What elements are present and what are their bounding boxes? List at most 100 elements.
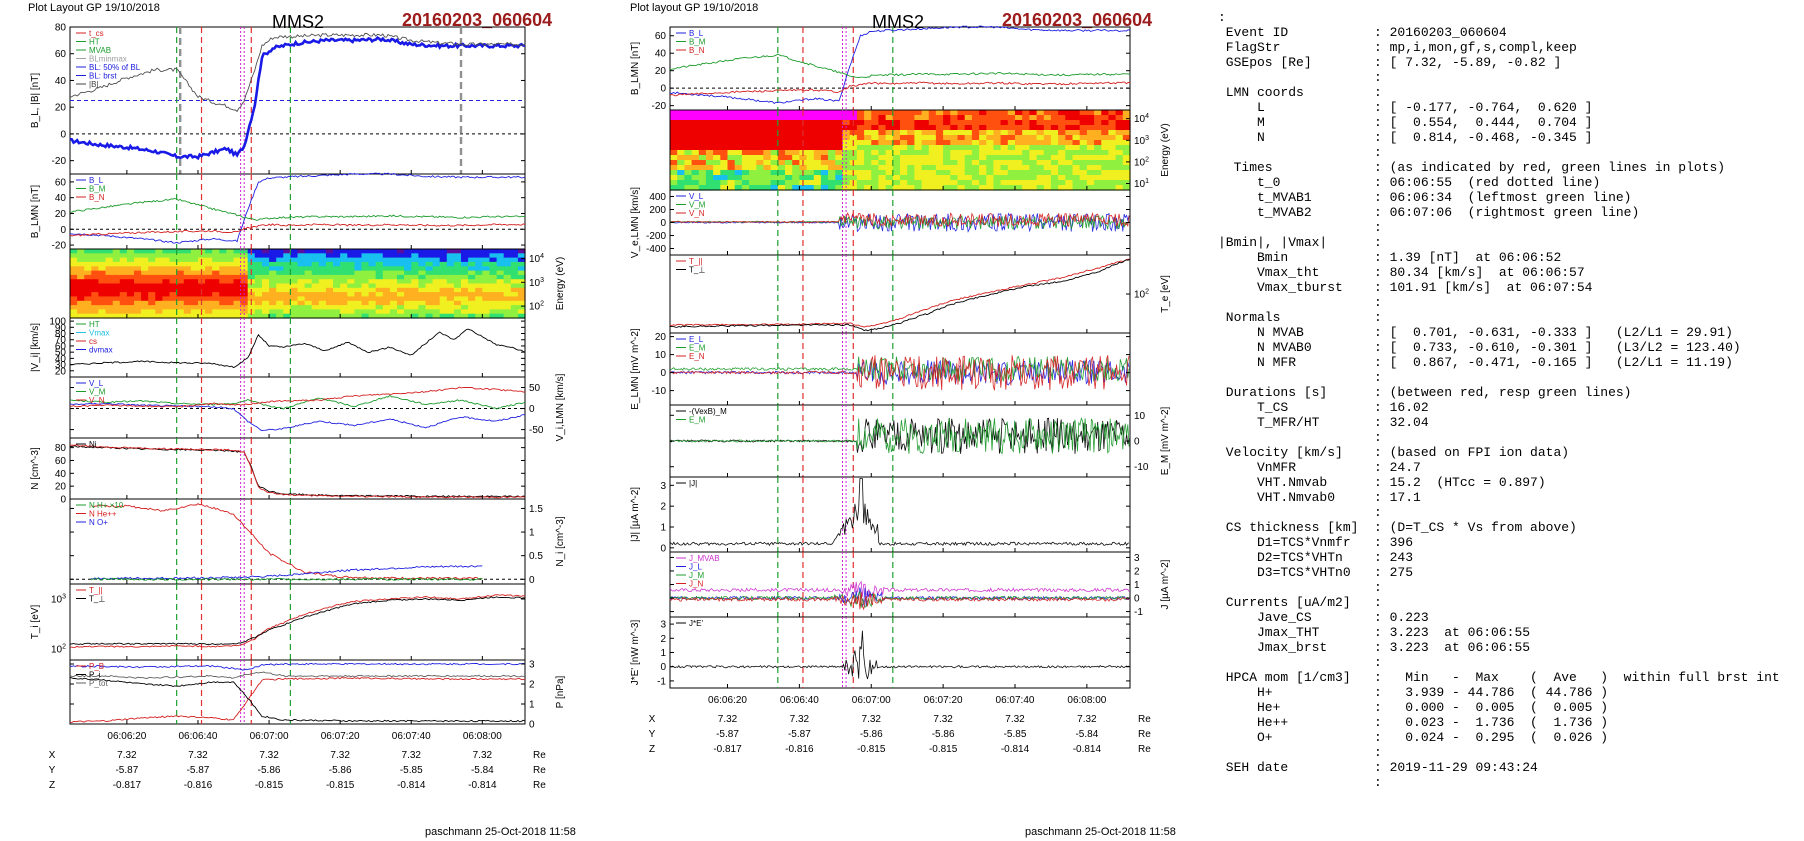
heatmap-cell bbox=[727, 175, 736, 181]
heatmap-cell bbox=[340, 305, 348, 310]
heatmap-cell bbox=[971, 125, 980, 131]
y-tick-label: 1.5 bbox=[529, 504, 543, 515]
heatmap-cell bbox=[290, 279, 299, 285]
heatmap-cell bbox=[935, 150, 944, 156]
heatmap-cell bbox=[928, 160, 937, 166]
text-line: : bbox=[1218, 295, 1382, 310]
heatmap-cell bbox=[727, 130, 736, 136]
heatmap-cell bbox=[375, 257, 384, 263]
heatmap-cell bbox=[77, 279, 85, 285]
heatmap-cell bbox=[1108, 120, 1117, 126]
heatmap-cell bbox=[325, 305, 334, 310]
heatmap-cell bbox=[141, 261, 149, 267]
heatmap-cell bbox=[169, 305, 178, 310]
heatmap-cell bbox=[820, 115, 829, 121]
position-cell: -0.814 bbox=[1073, 744, 1102, 755]
heatmap-cell bbox=[1108, 155, 1117, 161]
heatmap-cell bbox=[141, 296, 149, 302]
y-tick-label: 60 bbox=[55, 177, 67, 188]
heatmap-cell bbox=[1101, 140, 1110, 146]
heatmap-cell bbox=[785, 135, 793, 141]
heatmap-cell bbox=[333, 305, 341, 310]
heatmap-cell bbox=[70, 309, 78, 315]
heatmap-cell bbox=[993, 180, 1002, 186]
heatmap-cell bbox=[749, 185, 757, 191]
heatmap-cell bbox=[928, 170, 937, 176]
heatmap-cell bbox=[453, 261, 462, 267]
heatmap-cell bbox=[205, 296, 213, 302]
heatmap-cell bbox=[727, 140, 736, 146]
heatmap-cell bbox=[333, 261, 341, 267]
heatmap-cell bbox=[318, 261, 327, 267]
heatmap-cell bbox=[993, 175, 1002, 181]
heatmap-cell bbox=[318, 274, 327, 280]
heatmap-cell bbox=[820, 110, 829, 116]
heatmap-cell bbox=[1000, 125, 1009, 131]
heatmap-cell bbox=[304, 261, 313, 267]
heatmap-cell bbox=[1115, 185, 1124, 191]
heatmap-cell bbox=[691, 125, 700, 131]
heatmap-cell bbox=[297, 305, 306, 310]
heatmap-cell bbox=[979, 130, 987, 136]
heatmap-cell bbox=[233, 279, 242, 285]
heatmap-cell bbox=[734, 130, 743, 136]
heatmap-cell bbox=[439, 292, 448, 297]
series-line bbox=[70, 328, 526, 369]
y-tick-label: -400 bbox=[646, 244, 666, 255]
heatmap-cell bbox=[1022, 160, 1030, 166]
heatmap-cell bbox=[119, 274, 128, 280]
legend-entry: B_L bbox=[689, 29, 704, 38]
heatmap-cell bbox=[914, 180, 923, 186]
heatmap-cell bbox=[503, 287, 512, 293]
heatmap-cell bbox=[290, 300, 299, 306]
heatmap-cell bbox=[691, 170, 700, 176]
heatmap-cell bbox=[777, 115, 786, 121]
tick-exponent: 2 bbox=[1145, 156, 1149, 163]
heatmap-cell bbox=[404, 305, 412, 310]
heatmap-cell bbox=[247, 305, 256, 310]
heatmap-cell bbox=[517, 292, 526, 297]
heatmap-cell bbox=[1094, 165, 1102, 171]
heatmap-cell bbox=[91, 266, 99, 272]
heatmap-cell bbox=[375, 249, 384, 254]
heatmap-cell bbox=[971, 135, 980, 141]
heatmap-cell bbox=[148, 274, 156, 280]
heatmap-cell bbox=[828, 160, 836, 166]
heatmap-cell bbox=[517, 270, 526, 276]
heatmap-cell bbox=[727, 150, 736, 156]
heatmap-cell bbox=[1007, 170, 1016, 176]
heatmap-cell bbox=[1036, 180, 1045, 186]
heatmap-cell bbox=[84, 253, 92, 259]
heatmap-cell bbox=[1086, 165, 1095, 171]
heatmap-cell bbox=[713, 185, 721, 191]
heatmap-cell bbox=[91, 279, 99, 285]
heatmap-cell bbox=[404, 313, 412, 319]
heatmap-cell bbox=[503, 305, 512, 310]
heatmap-cell bbox=[169, 287, 178, 293]
heatmap-cell bbox=[907, 110, 915, 116]
legend-entry: B_N bbox=[89, 193, 105, 202]
heatmap-cell bbox=[1115, 165, 1124, 171]
heatmap-cell bbox=[1036, 135, 1045, 141]
heatmap-cell bbox=[262, 309, 270, 315]
heatmap-cell bbox=[864, 160, 872, 166]
right-figure: Plot layout GP 19/10/2018 MMS2 20160203_… bbox=[625, 0, 1205, 841]
heatmap-cell bbox=[397, 313, 405, 319]
heatmap-cell bbox=[283, 270, 291, 276]
heatmap-cell bbox=[347, 249, 355, 254]
heatmap-cell bbox=[1007, 145, 1016, 151]
heatmap-cell bbox=[820, 160, 829, 166]
heatmap-cell bbox=[397, 261, 405, 267]
heatmap-cell bbox=[856, 150, 865, 156]
heatmap-cell bbox=[820, 145, 829, 151]
heatmap-cell bbox=[1086, 180, 1095, 186]
heatmap-cell bbox=[233, 287, 242, 293]
heatmap-cell bbox=[785, 160, 793, 166]
heatmap-cell bbox=[254, 249, 263, 254]
heatmap-cell bbox=[269, 300, 277, 306]
heatmap-cell bbox=[971, 150, 980, 156]
heatmap-cell bbox=[856, 160, 865, 166]
